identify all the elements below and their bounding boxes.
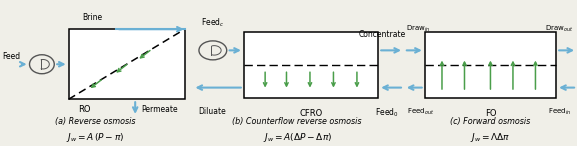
Text: CFRO: CFRO [299,110,323,119]
Bar [243,32,379,98]
Text: (a) Reverse osmosis: (a) Reverse osmosis [55,117,136,126]
Text: Feed: Feed [2,52,20,61]
Text: Concentrate: Concentrate [359,30,406,39]
Text: FO: FO [485,110,496,119]
Text: Permeate: Permeate [141,105,178,114]
Text: Draw$_{in}$: Draw$_{in}$ [406,23,430,34]
Text: (b) Counterflow reverse osmosis: (b) Counterflow reverse osmosis [233,117,362,126]
Text: $J_w = A(\Delta P - \Delta\pi)$: $J_w = A(\Delta P - \Delta\pi)$ [263,131,332,144]
Text: Feed$_0$: Feed$_0$ [375,107,399,119]
Bar [425,32,556,98]
Text: Diluate: Diluate [198,107,226,116]
Text: Feed$_{out}$: Feed$_{out}$ [407,107,434,117]
Text: RO: RO [78,105,91,114]
Text: $J_w = \Lambda\Delta\pi$: $J_w = \Lambda\Delta\pi$ [470,131,511,144]
Text: Draw$_{out}$: Draw$_{out}$ [545,23,574,34]
Bar [69,29,185,99]
Text: Brine: Brine [82,13,102,22]
Text: Feed$_c$: Feed$_c$ [201,17,224,29]
Text: Feed$_{in}$: Feed$_{in}$ [548,107,571,117]
Text: $J_w = A\,(P - \pi)$: $J_w = A\,(P - \pi)$ [66,131,125,144]
Text: (c) Forward osmosis: (c) Forward osmosis [450,117,531,126]
